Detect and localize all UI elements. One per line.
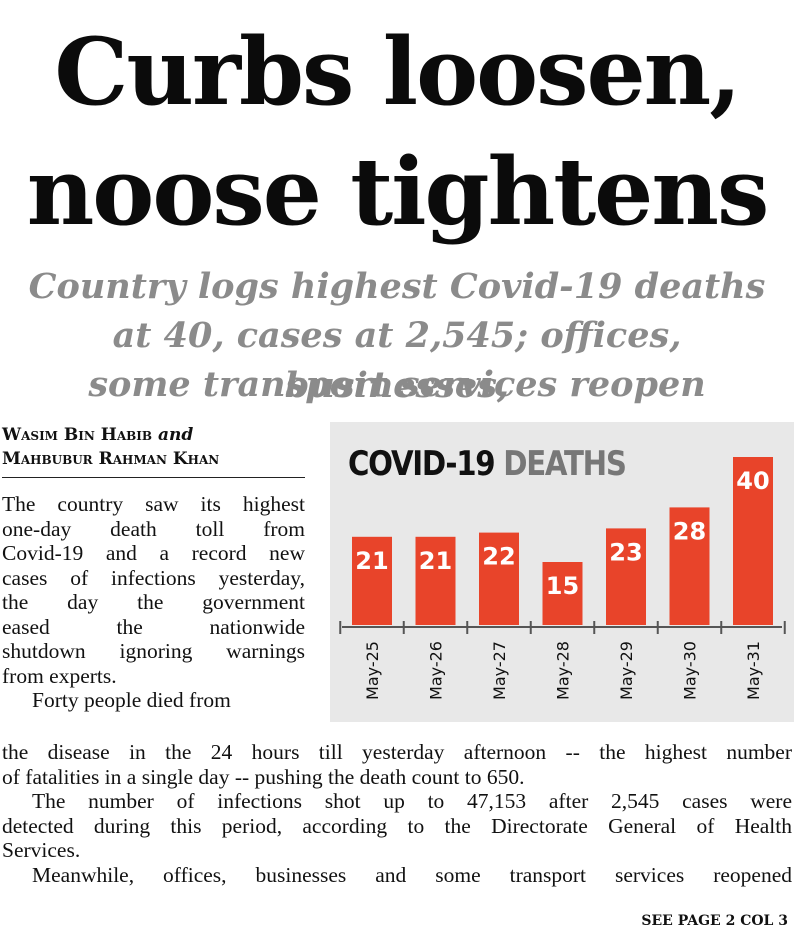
article-line: eased the nationwide [2, 614, 305, 639]
byline-and: and [157, 425, 194, 445]
article-line: the disease in the 24 hours till yesterd… [2, 740, 792, 764]
article-line: The country saw its highest [2, 492, 305, 516]
x-tick-label: May-26 [427, 641, 446, 700]
subhead-line-2: at 40, cases at 2,545; offices, business… [112, 315, 682, 406]
chart-bar [542, 562, 583, 625]
chart-data-label: 28 [673, 517, 706, 545]
subhead-line-1: Country logs highest Covid-19 deaths [28, 266, 766, 307]
chart-bar [415, 536, 456, 625]
chart-title-part-1: COVID-19 [348, 444, 496, 484]
article-line: detected during this period, according t… [2, 813, 792, 838]
article-line: Meanwhile, offices, businesses and some … [32, 862, 792, 887]
see-page-jump: SEE PAGE 2 COL 3 [641, 913, 788, 929]
x-tick-label: May-29 [617, 641, 636, 700]
x-tick-label: May-27 [490, 641, 509, 700]
byline-author-1: Wasim Bin Habib and [2, 424, 193, 446]
article-line: shutdown ignoring warnings [2, 639, 305, 663]
article-line: the day the government [2, 590, 305, 614]
x-tick-label: May-30 [681, 641, 700, 700]
subhead-line-3: some transport services reopen [88, 364, 706, 405]
byline-rule [2, 477, 305, 478]
chart-bar [352, 536, 392, 625]
chart-data-label: 15 [546, 572, 579, 600]
byline-author-2: Mahbubur Rahman Khan [2, 448, 219, 470]
article-line: Covid-19 and a record new [2, 541, 305, 565]
article-line: Services. [2, 838, 81, 862]
chart-title-part-2: DEATHS [503, 444, 627, 484]
author-name-2: Mahbubur Rahman Khan [2, 449, 220, 469]
x-tick-label: May-28 [554, 641, 573, 700]
chart-title: COVID-19 DEATHS [348, 444, 627, 484]
headline-line-2: noose tightens [26, 137, 770, 246]
x-tick-label: May-31 [744, 641, 763, 700]
headline-line-1: Curbs loosen, [54, 17, 741, 126]
article-line: The number of infections shot up to 47,1… [32, 789, 792, 813]
chart-bar [606, 528, 646, 625]
chart-data-label: 40 [736, 467, 769, 495]
article-wide: the disease in the 24 hours till yesterd… [2, 740, 792, 887]
article-line: of fatalities in a single day -- pushing… [2, 764, 525, 789]
chart-bar [479, 532, 519, 625]
author-name-1: Wasim Bin Habib [2, 425, 153, 445]
article-line: one-day death toll from [2, 516, 305, 541]
article-column: The country saw its highest one-day deat… [2, 492, 305, 713]
paragraph-2-start: Forty people died from [32, 688, 231, 712]
chart-data-label: 22 [482, 543, 515, 571]
article-line: from experts. [2, 663, 117, 688]
chart-bar [669, 507, 710, 625]
chart-plot: 21 21 22 15 23 28 40 May-25 May-26 May-27 May-28 Ma… [339, 457, 786, 700]
chart-bar [733, 457, 773, 625]
article-line: cases of infections yesterday, [2, 565, 305, 590]
chart-data-label: 21 [355, 547, 388, 575]
paragraph-1: The country saw its highest one-day deat… [2, 492, 305, 688]
x-tick-label: May-25 [363, 641, 382, 700]
covid-deaths-chart: COVID-19 DEATHS 21 21 22 15 23 28 40 May-25 May-… [330, 422, 794, 722]
chart-data-label: 21 [419, 547, 452, 575]
chart-data-label: 23 [609, 538, 642, 566]
